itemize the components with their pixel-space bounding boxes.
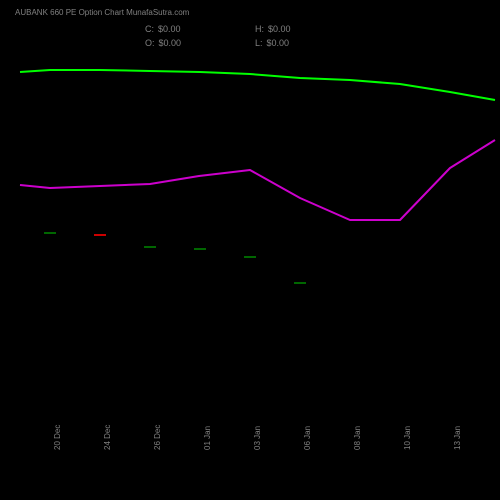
open-label: O: xyxy=(145,36,155,50)
candle xyxy=(244,256,256,258)
high-label: H: xyxy=(255,22,264,36)
candle xyxy=(44,232,56,234)
chart-area xyxy=(0,0,500,500)
open-value: $0.00 xyxy=(159,36,182,50)
x-axis-tick-label: 26 Dec xyxy=(153,425,162,450)
candle xyxy=(194,248,206,250)
low-value: $0.00 xyxy=(267,36,290,50)
candle xyxy=(294,282,306,284)
low-label: L: xyxy=(255,36,263,50)
x-axis-tick-label: 10 Jan xyxy=(403,426,412,450)
x-axis-tick-label: 03 Jan xyxy=(253,426,262,450)
x-axis-tick-label: 08 Jan xyxy=(353,426,362,450)
candle xyxy=(144,246,156,248)
close-value: $0.00 xyxy=(158,22,181,36)
candle xyxy=(94,234,106,236)
x-axis-tick-label: 13 Jan xyxy=(453,426,462,450)
close-label: C: xyxy=(145,22,154,36)
x-axis-tick-label: 01 Jan xyxy=(203,426,212,450)
ohlc-hl-block: H: $0.00 L: $0.00 xyxy=(255,22,291,50)
x-axis-tick-label: 06 Jan xyxy=(303,426,312,450)
high-value: $0.00 xyxy=(268,22,291,36)
x-axis-tick-label: 24 Dec xyxy=(103,425,112,450)
chart-title: AUBANK 660 PE Option Chart MunafaSutra.c… xyxy=(15,8,189,17)
x-axis-tick-label: 20 Dec xyxy=(53,425,62,450)
ohlc-co-block: C: $0.00 O: $0.00 xyxy=(145,22,181,50)
